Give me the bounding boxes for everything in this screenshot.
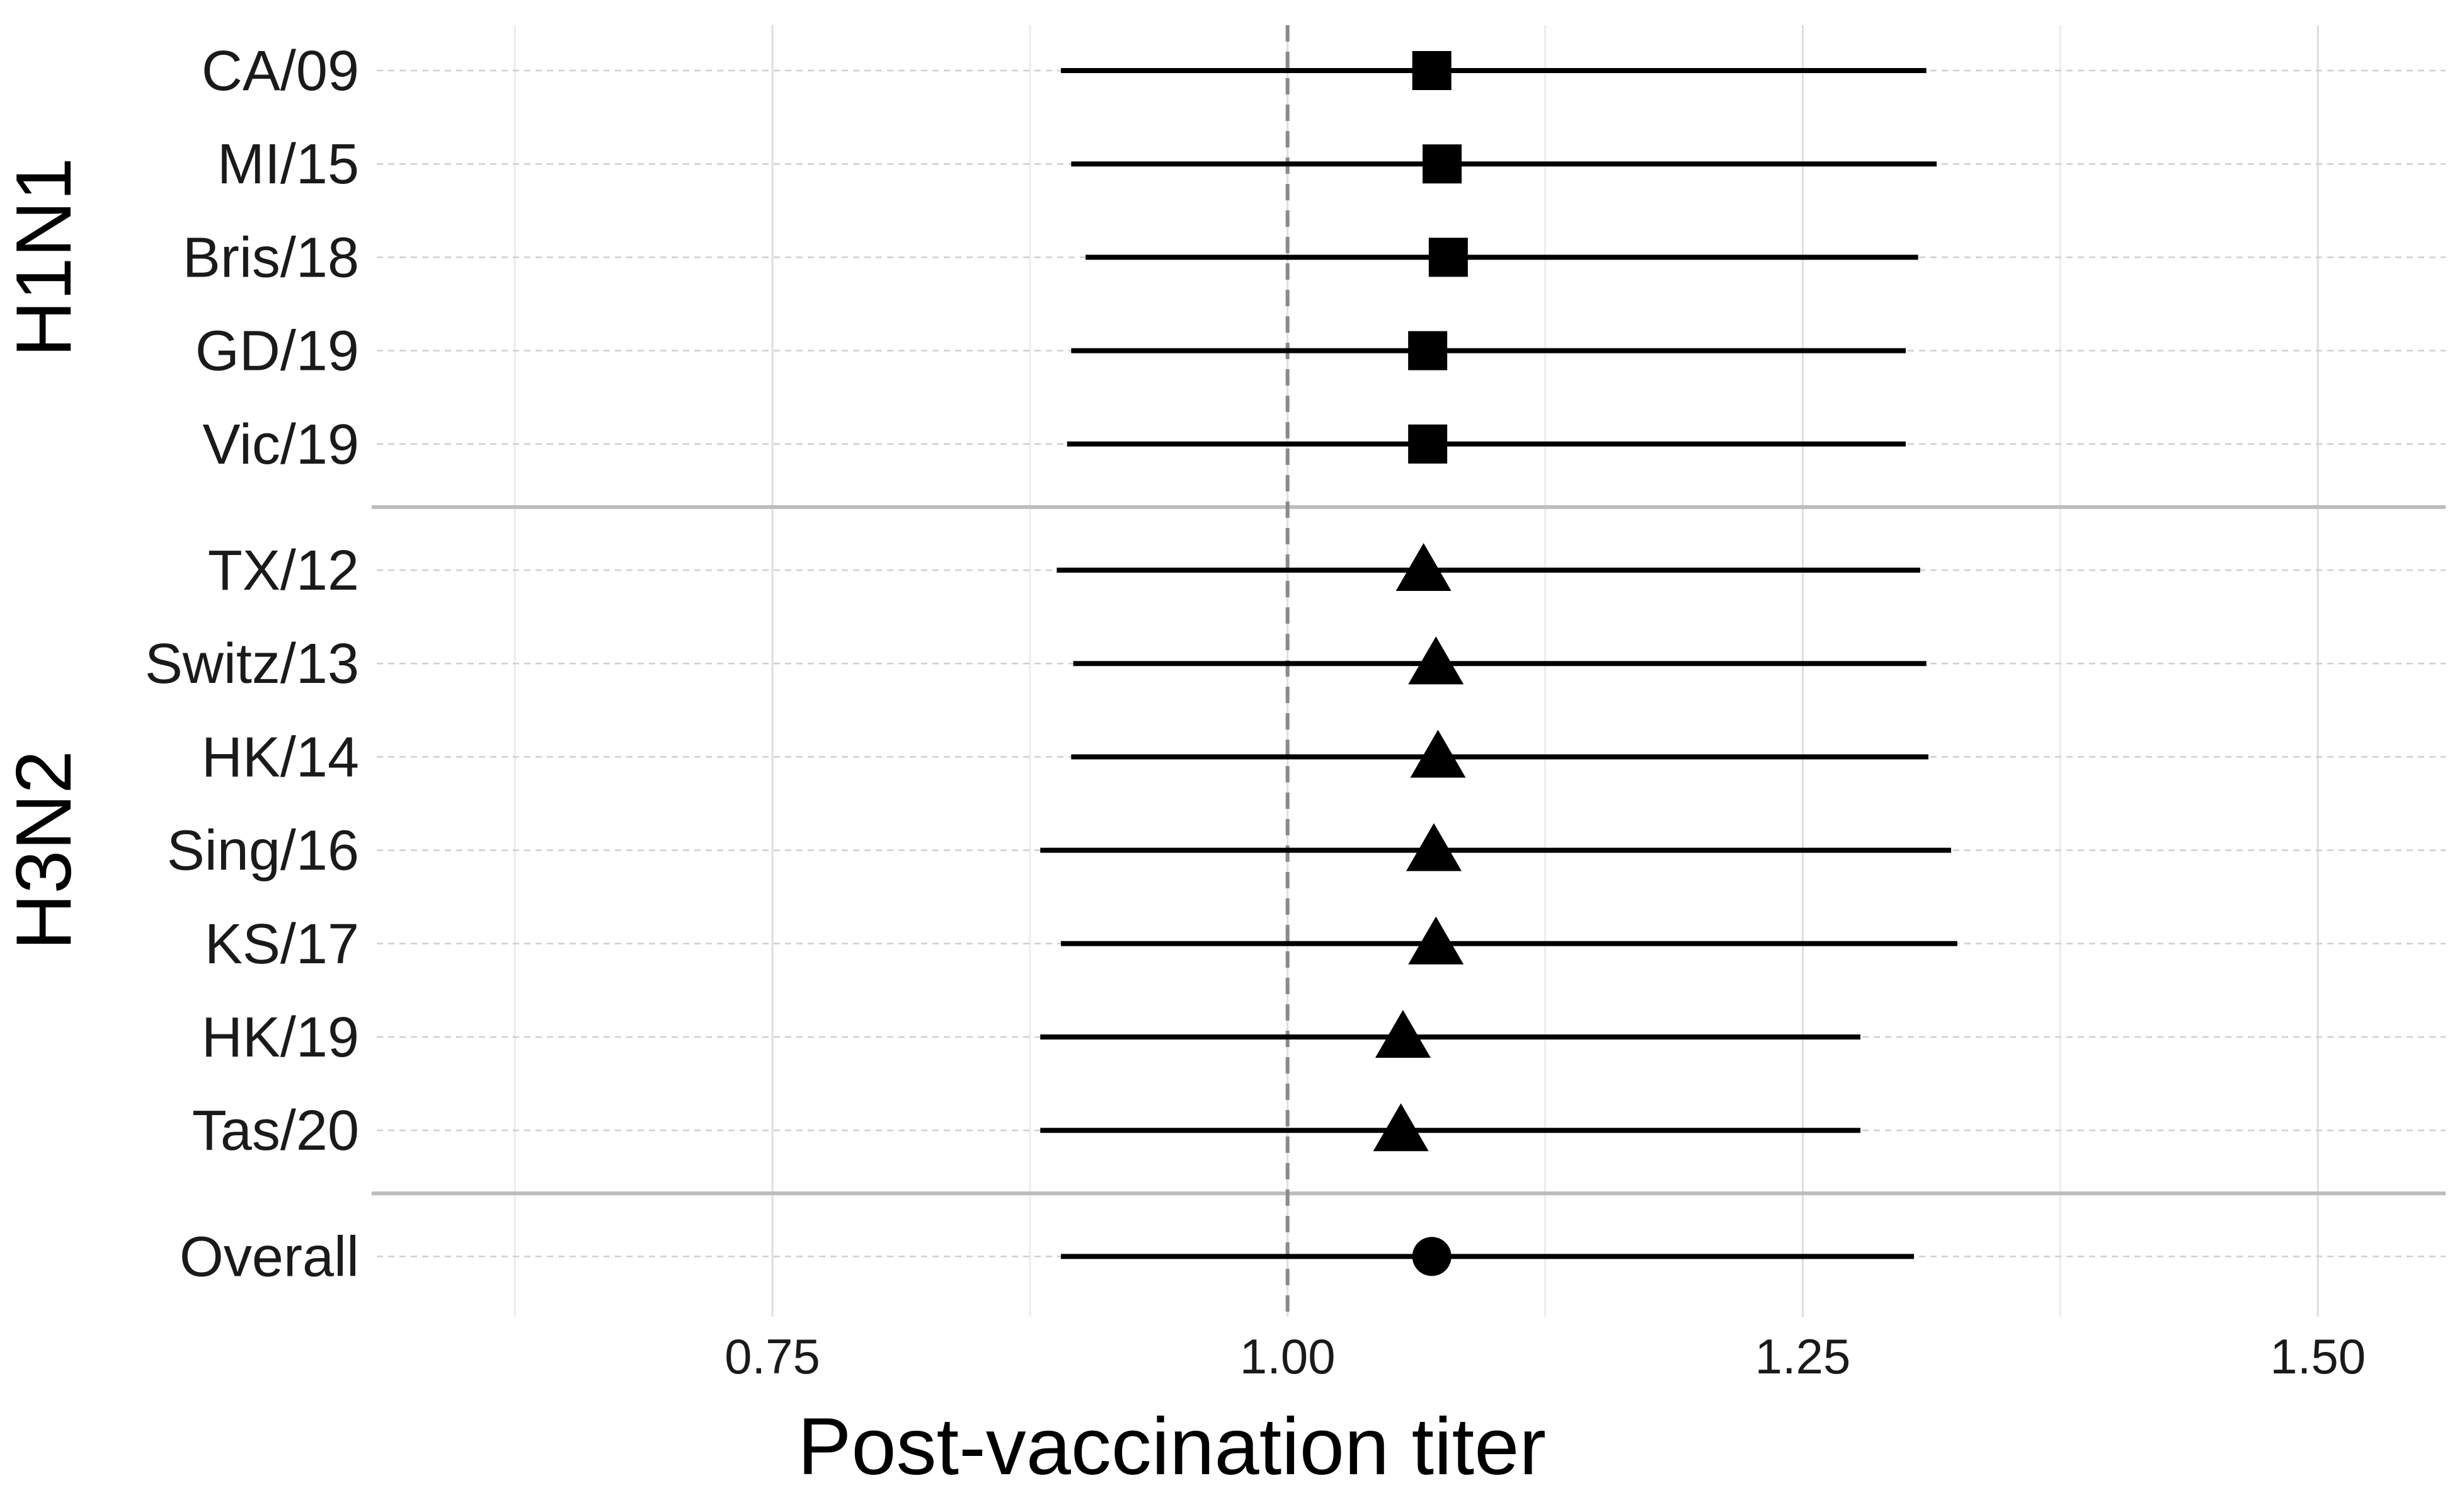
estimate-square [1412, 51, 1452, 90]
row-label: Tas/20 [192, 1099, 359, 1162]
estimate-triangle [1406, 823, 1462, 871]
estimate-square [1408, 331, 1448, 370]
estimate-triangle [1373, 1103, 1429, 1152]
x-tick-labels: 0.75 1.00 1.25 1.50 [724, 1329, 2366, 1384]
row-label: CA/09 [202, 40, 359, 103]
row-label: KS/17 [205, 913, 359, 976]
row-label: Vic/19 [202, 413, 359, 476]
row-label: GD/19 [195, 320, 359, 383]
row-label: Sing/16 [167, 820, 359, 883]
row-label: TX/12 [208, 539, 359, 602]
group-separators [372, 505, 2446, 1196]
row-label: HK/14 [202, 726, 359, 789]
x-axis-title: Post-vaccination titer [798, 1402, 1546, 1492]
x-tick-label: 0.75 [724, 1329, 820, 1384]
estimate-square [1428, 238, 1468, 277]
group-label: H1N1 [1, 158, 88, 357]
estimate-triangle [1395, 543, 1452, 591]
estimate-square [1423, 144, 1462, 184]
group-labels: H1N1 H3N2 [1, 158, 88, 950]
row-label: Overall [180, 1225, 359, 1288]
row-label: MI/15 [217, 133, 359, 196]
row-label: Switz/13 [145, 633, 359, 696]
row-labels: CA/09 MI/15 Bris/18 GD/19 Vic/19 TX/12 Switz/1… [145, 40, 359, 1288]
x-tick-label: 1.25 [1755, 1329, 1851, 1384]
row-label: HK/19 [202, 1006, 359, 1069]
estimate-triangle [1375, 1010, 1431, 1058]
estimate-triangle [1410, 730, 1466, 778]
estimate-circle [1412, 1237, 1452, 1276]
confidence-intervals [1040, 68, 1957, 1259]
estimate-square [1408, 424, 1448, 464]
estimate-triangle [1408, 636, 1464, 685]
estimate-triangle [1408, 916, 1464, 965]
x-tick-label: 1.50 [2270, 1329, 2366, 1384]
point-estimates [1373, 51, 1468, 1276]
x-tick-label: 1.00 [1240, 1329, 1336, 1384]
row-label: Bris/18 [183, 226, 359, 289]
group-label: H3N2 [1, 750, 88, 950]
